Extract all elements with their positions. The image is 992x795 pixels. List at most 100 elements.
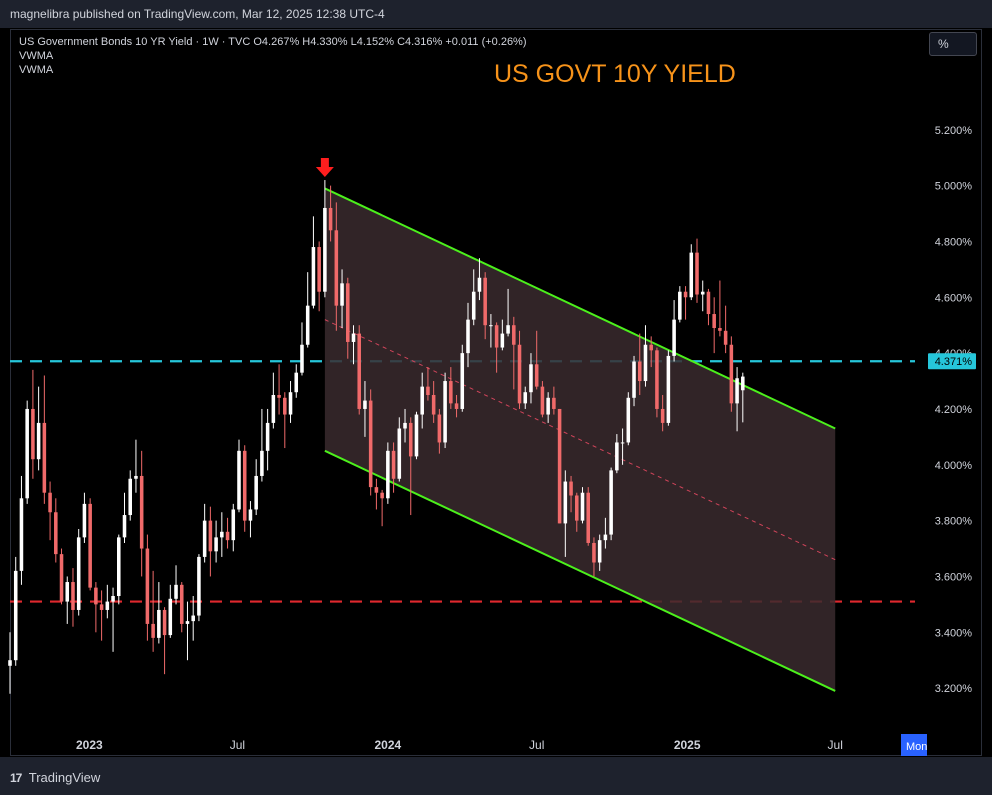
- candle-body-22: [134, 475, 138, 479]
- candle-body-14: [88, 503, 92, 588]
- candle-body-23: [139, 475, 144, 549]
- candle-body-3: [25, 408, 29, 499]
- candle-body-73: [426, 386, 430, 395]
- candle-body-116: [672, 319, 676, 356]
- y-tick-label-2: 3.600%: [935, 571, 973, 583]
- candle-body-95: [552, 397, 556, 409]
- x-tick-label-4: 2025: [674, 738, 701, 752]
- candle-body-71: [414, 414, 419, 457]
- arrow-down-icon: [315, 158, 334, 178]
- candle-body-19: [117, 537, 121, 596]
- candle-body-72: [420, 386, 424, 415]
- candle-body-41: [242, 450, 247, 521]
- candle-body-101: [586, 492, 590, 543]
- candle-body-103: [597, 540, 602, 563]
- candle-body-65: [380, 492, 384, 499]
- candle-body-57: [334, 230, 339, 306]
- indicator-vwma-1[interactable]: VWMA: [19, 50, 54, 62]
- candle-body-78: [454, 403, 459, 409]
- candle-body-24: [145, 548, 150, 624]
- candle-body-15: [94, 587, 98, 605]
- candle-body-7: [48, 492, 52, 513]
- candle-body-27: [162, 609, 167, 636]
- candle-body-98: [569, 481, 573, 496]
- candle-body-1: [13, 570, 18, 661]
- x-tick-label-2: 2024: [374, 738, 401, 752]
- candle-body-118: [683, 291, 688, 298]
- candle-body-100: [580, 492, 585, 521]
- candle-body-17: [105, 601, 110, 610]
- candle-body-47: [277, 395, 281, 398]
- candle-body-69: [403, 422, 407, 429]
- candle-body-83: [483, 277, 487, 326]
- y-tick-label-9: 5.000%: [935, 181, 973, 193]
- candle-body-99: [575, 495, 579, 521]
- candle-body-76: [443, 381, 447, 443]
- candle-body-87: [506, 325, 510, 334]
- candle-body-105: [609, 470, 613, 535]
- y-tick-label-3: 3.800%: [935, 516, 973, 528]
- candle-body-52: [305, 305, 310, 345]
- y-tick-label-0: 3.200%: [935, 683, 973, 695]
- candle-body-8: [54, 512, 58, 555]
- candle-body-97: [563, 481, 568, 524]
- candle-body-110: [637, 361, 642, 382]
- candle-body-84: [489, 325, 493, 327]
- candle-body-63: [368, 400, 373, 488]
- candle-body-59: [346, 283, 350, 342]
- x-tick-label-3: Jul: [529, 738, 544, 752]
- candle-body-66: [386, 450, 390, 499]
- cursor-date-box: [901, 734, 927, 756]
- candle-body-90: [523, 392, 528, 404]
- candle-body-117: [678, 291, 682, 320]
- channel-upper-line: [324, 187, 836, 430]
- candle-body-46: [271, 395, 276, 423]
- y-tick-label-8: 4.800%: [935, 236, 973, 248]
- candle-body-11: [71, 582, 75, 610]
- unit-button[interactable]: %: [929, 32, 977, 56]
- candle-body-88: [512, 325, 516, 345]
- price-label: 4.371%: [935, 356, 973, 368]
- publisher-line: magnelibra published on TradingView.com,…: [10, 7, 385, 21]
- candle-body-86: [500, 333, 505, 348]
- candle-body-0: [8, 660, 12, 666]
- candle-body-74: [431, 395, 436, 415]
- candle-body-44: [260, 450, 264, 476]
- candle-body-109: [632, 361, 636, 398]
- candle-body-85: [494, 325, 499, 348]
- candle-body-50: [294, 372, 299, 393]
- candle-body-91: [529, 364, 533, 393]
- candle-body-92: [534, 364, 539, 387]
- candle-body-123: [712, 314, 716, 328]
- candle-body-68: [397, 428, 402, 479]
- candle-body-45: [265, 422, 270, 451]
- candle-body-29: [174, 584, 178, 599]
- candle-body-64: [374, 487, 379, 493]
- y-tick-label-4: 4.000%: [935, 460, 973, 472]
- candle-body-119: [689, 252, 694, 298]
- candle-body-80: [466, 319, 470, 354]
- tradingview-brand[interactable]: 17 TradingView: [10, 770, 100, 785]
- candle-body-93: [540, 386, 545, 415]
- candle-body-61: [357, 333, 361, 409]
- cursor-date-label: Mon: [906, 741, 927, 753]
- candle-body-102: [592, 542, 596, 563]
- candle-body-89: [517, 344, 522, 404]
- candle-body-54: [317, 247, 321, 292]
- channel-midline: [324, 319, 836, 561]
- candle-body-25: [151, 623, 155, 638]
- candle-body-28: [168, 598, 173, 636]
- candle-body-120: [695, 252, 699, 295]
- candle-body-32: [191, 615, 195, 622]
- chart-annotation: US GOVT 10Y YIELD: [494, 60, 736, 88]
- candle-body-53: [311, 247, 316, 306]
- indicator-vwma-2[interactable]: VWMA: [19, 64, 54, 76]
- candle-body-75: [437, 414, 442, 443]
- candle-body-9: [59, 554, 64, 602]
- y-tick-label-10: 5.200%: [935, 125, 973, 137]
- x-tick-label-0: 2023: [76, 738, 103, 752]
- candle-body-125: [723, 330, 728, 345]
- candle-body-37: [220, 531, 224, 538]
- candle-body-121: [700, 291, 705, 295]
